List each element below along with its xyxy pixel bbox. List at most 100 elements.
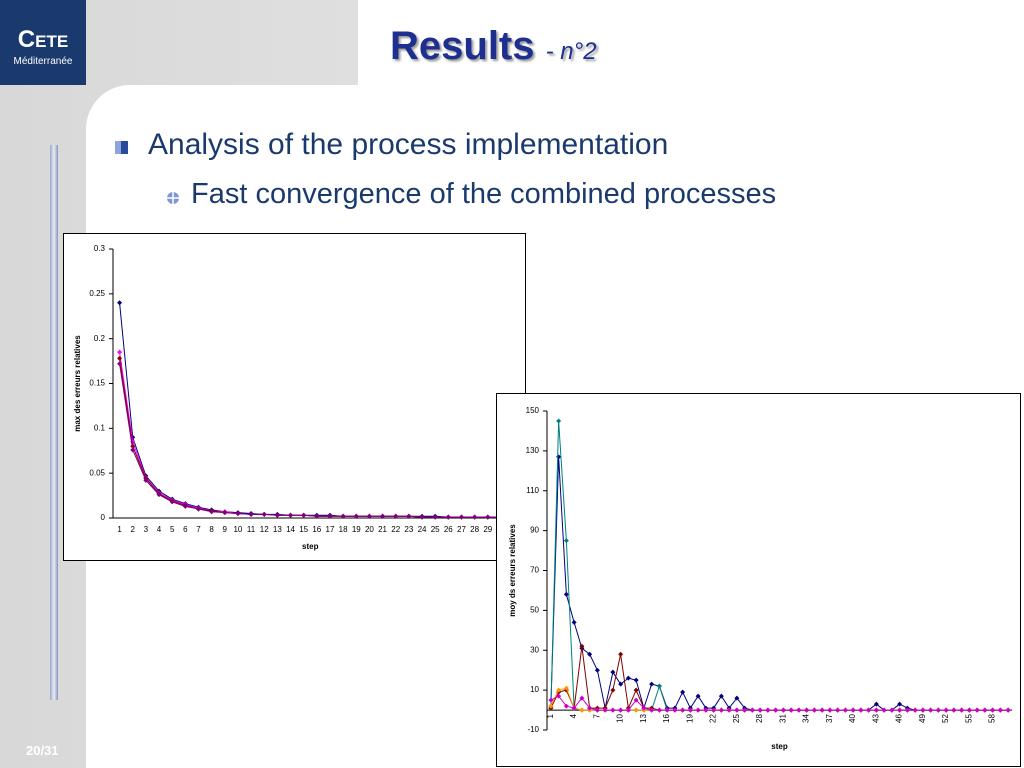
data-point <box>432 514 438 520</box>
x-tick-label: 49 <box>918 714 927 723</box>
x-tick-label: 26 <box>444 525 453 534</box>
x-tick-label: 52 <box>941 714 950 723</box>
x-tick-label: 15 <box>299 525 308 534</box>
x-axis-label: step <box>771 742 788 751</box>
data-point <box>579 695 585 701</box>
data-point <box>587 651 593 657</box>
data-point <box>274 512 280 518</box>
x-tick-label: 18 <box>339 525 348 534</box>
x-tick-label: 20 <box>365 525 374 534</box>
x-tick-label: 37 <box>825 714 834 723</box>
data-point <box>563 703 569 709</box>
data-point <box>943 707 949 713</box>
y-tick-label: 30 <box>530 645 539 654</box>
data-point <box>680 689 686 695</box>
data-point <box>485 514 491 520</box>
bullet-icon <box>115 141 128 154</box>
data-point <box>633 697 639 703</box>
data-point <box>556 687 562 693</box>
data-point <box>301 512 307 518</box>
data-point <box>472 514 478 520</box>
data-point <box>959 707 965 713</box>
data-point <box>130 447 136 453</box>
data-point <box>773 707 779 713</box>
data-point <box>935 707 941 713</box>
series-line <box>550 646 1009 711</box>
data-point <box>656 707 662 713</box>
data-point <box>130 443 136 449</box>
chart: 00.050.10.150.20.250.31 2 3 4 5 6 7 8 9 10 11 12 13 1… <box>63 233 526 561</box>
data-point <box>633 707 639 713</box>
data-point <box>117 349 123 355</box>
x-tick-label: 19 <box>352 525 361 534</box>
data-point <box>827 707 833 713</box>
data-point <box>563 685 569 691</box>
series-line <box>550 687 1009 711</box>
data-point <box>656 683 662 689</box>
page-number: 20/31 <box>26 743 59 758</box>
series-line <box>550 456 1009 711</box>
data-point <box>618 681 624 687</box>
data-point <box>881 707 887 713</box>
y-tick-label: 0.05 <box>89 468 105 477</box>
y-tick-label: 150 <box>526 406 540 415</box>
data-point <box>117 361 123 367</box>
y-tick-label: 0.2 <box>94 334 106 343</box>
data-point <box>726 707 732 713</box>
data-point <box>618 707 624 713</box>
x-axis-label: step <box>302 542 319 551</box>
data-point <box>765 707 771 713</box>
data-point <box>563 591 569 597</box>
data-point <box>548 697 554 703</box>
y-axis-label: moy ds erreurs relatives <box>508 524 517 617</box>
x-tick-label: 7 <box>196 525 201 534</box>
y-tick-label: 90 <box>530 526 539 535</box>
data-point <box>649 681 655 687</box>
x-tick-label: 34 <box>802 714 811 723</box>
x-tick-label: 46 <box>895 714 904 723</box>
x-tick-label: 28 <box>755 714 764 723</box>
data-point <box>695 693 701 699</box>
data-point <box>618 651 624 657</box>
x-tick-label: 10 <box>616 714 625 723</box>
data-point <box>556 693 562 699</box>
data-point <box>858 707 864 713</box>
data-point <box>718 707 724 713</box>
data-point <box>1005 707 1011 713</box>
data-point <box>458 514 464 520</box>
data-point <box>340 513 346 519</box>
x-tick-label: 6 <box>183 525 188 534</box>
data-point <box>314 513 320 519</box>
y-tick-label: 130 <box>526 446 540 455</box>
data-point <box>587 705 593 711</box>
x-tick-label: 11 <box>247 525 256 534</box>
series-line <box>119 302 501 518</box>
data-point <box>796 707 802 713</box>
series-line <box>119 363 501 518</box>
data-point <box>406 513 412 519</box>
x-tick-label: 1 <box>117 525 122 534</box>
data-point <box>866 707 872 713</box>
x-tick-label: 4 <box>569 714 578 719</box>
data-point <box>897 707 903 713</box>
data-point <box>248 511 254 517</box>
title-subtitle: - n°2 <box>545 38 597 65</box>
data-point <box>990 707 996 713</box>
data-point <box>873 707 879 713</box>
x-tick-label: 58 <box>988 714 997 723</box>
data-point <box>419 514 425 520</box>
data-point <box>889 707 895 713</box>
data-point <box>235 511 241 517</box>
data-point <box>182 503 188 509</box>
data-point <box>819 707 825 713</box>
x-tick-label: 14 <box>286 525 295 534</box>
x-tick-label: 16 <box>662 714 671 723</box>
data-point <box>625 675 631 681</box>
data-point <box>904 707 910 713</box>
data-point <box>222 510 228 516</box>
data-point <box>687 707 693 713</box>
x-tick-label: 40 <box>848 714 857 723</box>
x-tick-label: 10 <box>233 525 242 534</box>
x-tick-label: 13 <box>639 714 648 723</box>
background <box>358 0 1024 90</box>
